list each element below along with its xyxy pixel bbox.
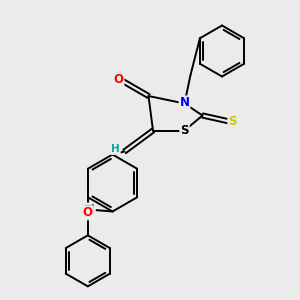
Text: O: O (83, 206, 93, 219)
Text: S: S (228, 115, 237, 128)
Text: S: S (180, 124, 189, 137)
Text: N: N (179, 96, 190, 110)
Text: O: O (113, 73, 124, 86)
Text: H: H (111, 144, 120, 154)
Text: Cl: Cl (82, 203, 95, 217)
